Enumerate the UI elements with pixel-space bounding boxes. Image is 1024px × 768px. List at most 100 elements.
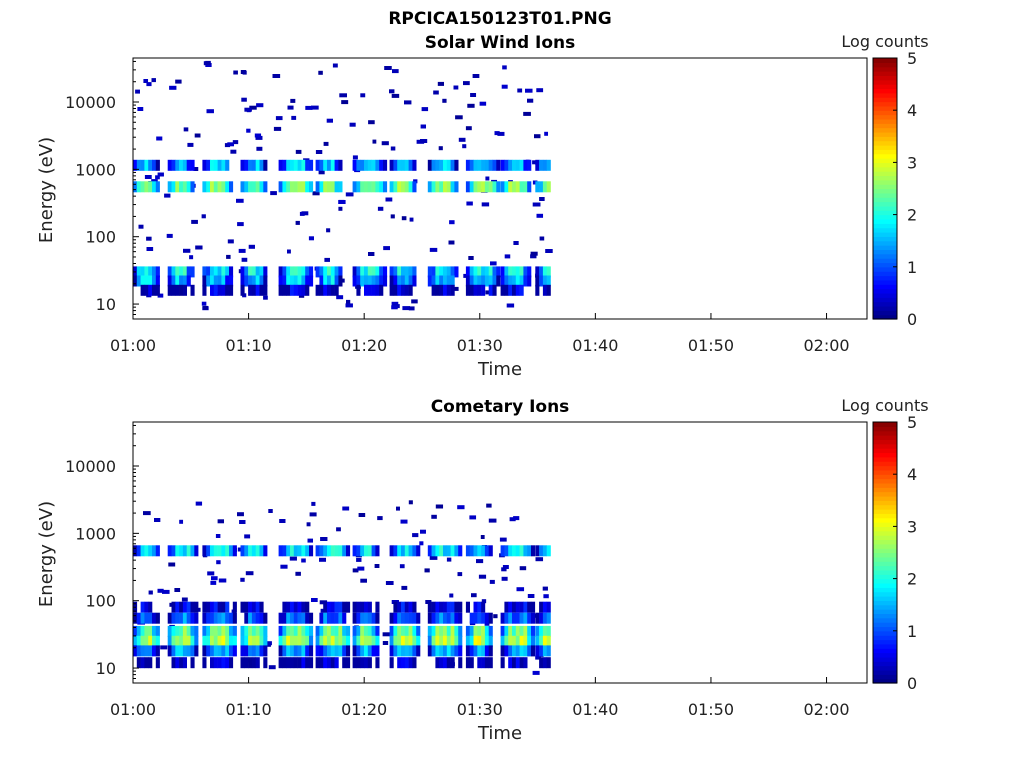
heatmap-cell (194, 545, 199, 557)
heatmap-cell (531, 635, 536, 647)
heatmap-cell (255, 181, 260, 193)
heatmap-cell (225, 266, 230, 278)
heatmap-cell (389, 181, 394, 193)
heatmap-cell (194, 601, 199, 613)
heatmap-cell (175, 284, 180, 296)
heatmap-cell (259, 545, 264, 557)
heatmap-cell (476, 559, 484, 564)
colorbar-step (873, 556, 897, 562)
heatmap-cell (327, 159, 332, 171)
heatmap-cell (408, 625, 413, 637)
colorbar-label: Log counts (841, 32, 928, 51)
heatmap-cell (240, 181, 245, 193)
heatmap-cell (519, 645, 524, 657)
heatmap-cell (211, 576, 218, 581)
colorbar-step (873, 131, 897, 137)
heatmap-cell (315, 284, 320, 296)
heatmap-cell (496, 181, 501, 193)
heatmap-cell (545, 249, 553, 253)
heatmap-cell (195, 245, 203, 250)
heatmap-cell (286, 159, 291, 171)
heatmap-cell (501, 576, 508, 581)
heatmap-cell (401, 275, 406, 287)
heatmap-cell (338, 545, 343, 557)
colorbar-step (873, 443, 897, 449)
heatmap-cell (186, 601, 191, 613)
heatmap-cell (263, 545, 268, 557)
heatmap-cell (338, 635, 343, 647)
heatmap-cell (484, 159, 489, 171)
heatmap-cell (305, 181, 310, 193)
heatmap-cell (286, 625, 291, 637)
heatmap-cell (167, 545, 172, 557)
heatmap-cell (488, 284, 493, 296)
heatmap-cell (182, 645, 187, 657)
heatmap-cell (144, 612, 149, 624)
heatmap-cell (179, 275, 184, 287)
heatmap-cell (175, 181, 180, 193)
heatmap-cell (171, 181, 176, 193)
heatmap-cell (450, 657, 455, 669)
heatmap-cell (477, 657, 482, 669)
heatmap-cell (183, 248, 191, 253)
heatmap-cell (186, 612, 191, 624)
heatmap-cell (301, 159, 306, 171)
x-tick-label: 01:50 (688, 700, 734, 719)
heatmap-cell (140, 159, 145, 171)
heatmap-cell (232, 612, 237, 624)
heatmap-cell (539, 266, 544, 278)
heatmap-cell (360, 545, 365, 557)
heatmap-cell (201, 214, 206, 219)
heatmap-cell (419, 541, 424, 546)
heatmap-cell (443, 545, 448, 557)
heatmap-cell (512, 625, 517, 637)
heatmap-cell (179, 612, 184, 624)
colorbar-step (873, 145, 897, 150)
heatmap-cell (393, 275, 398, 287)
heatmap-cell (282, 625, 287, 637)
heatmap-cell (295, 220, 300, 225)
heatmap-cell (450, 645, 455, 657)
heatmap-cell (427, 545, 432, 557)
heatmap-cell (210, 284, 215, 296)
heatmap-cell (171, 159, 176, 171)
colorbar-step (873, 97, 897, 103)
heatmap-cell (301, 657, 306, 669)
heatmap-cell (465, 645, 470, 657)
heatmap-cell (443, 635, 448, 647)
heatmap-cell (352, 181, 357, 193)
heatmap-cell (301, 601, 306, 613)
heatmap-cell (323, 625, 328, 637)
heatmap-cell (481, 284, 486, 296)
heatmap-cell (465, 266, 470, 278)
heatmap-cell (431, 266, 436, 278)
heatmap-cell (404, 275, 409, 287)
heatmap-cell (342, 601, 347, 613)
heatmap-cell (171, 275, 176, 287)
heatmap-cell (291, 115, 297, 120)
heatmap-cell (383, 246, 391, 251)
heatmap-cell (371, 181, 376, 193)
y-tick-label: 10 (96, 659, 116, 678)
colorbar-step (873, 487, 897, 493)
heatmap-cell (301, 635, 306, 647)
heatmap-cell (500, 181, 505, 193)
heatmap-cell (297, 601, 302, 613)
heatmap-cell (455, 115, 463, 120)
heatmap-cell (259, 181, 264, 193)
heatmap-cell (301, 275, 306, 287)
heatmap-cell (144, 657, 149, 669)
heatmap-cell (364, 181, 369, 193)
heatmap-cell (412, 533, 419, 538)
heatmap-cell (213, 275, 218, 287)
heatmap-cell (136, 181, 141, 193)
heatmap-cell (136, 625, 141, 637)
heatmap-cell (263, 275, 268, 287)
heatmap-cells (133, 500, 551, 675)
heatmap-cell (190, 625, 195, 637)
heatmap-cell (217, 159, 222, 171)
heatmap-cell (309, 275, 314, 287)
heatmap-cell (190, 645, 195, 657)
heatmap-cell (500, 545, 505, 557)
heatmap-cell (213, 601, 218, 613)
